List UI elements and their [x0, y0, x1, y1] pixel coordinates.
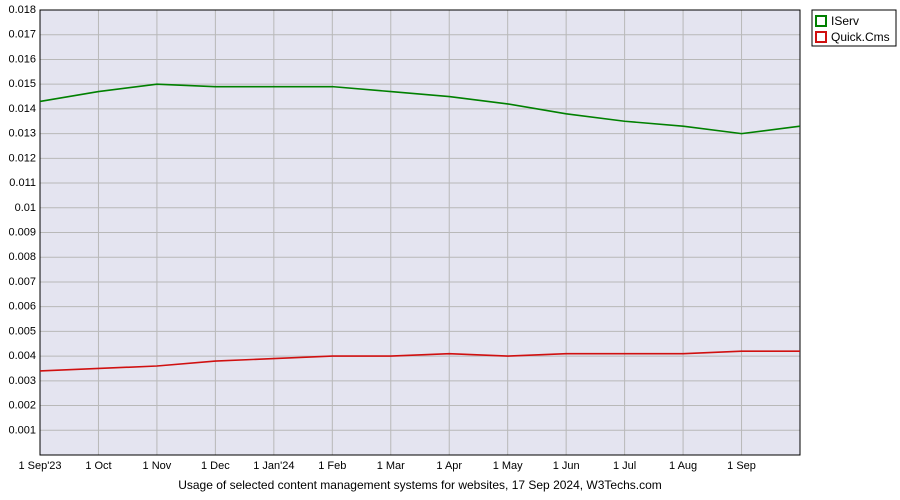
x-tick-label: 1 Jul — [613, 460, 636, 472]
y-tick-label: 0.008 — [8, 251, 36, 263]
x-tick-label: 1 Sep'23 — [18, 460, 61, 472]
chart-svg: 0.001 0.002 0.003 0.004 0.005 0.006 0.007 0.008… — [0, 0, 900, 500]
chart-caption: Usage of selected content management sys… — [178, 478, 662, 492]
x-tick-label: 1 Sep — [727, 460, 756, 472]
x-tick-label: 1 Jun — [553, 460, 580, 472]
legend-label: Quick.Cms — [831, 30, 890, 44]
x-tick-label: 1 Mar — [377, 460, 405, 472]
y-tick-label: 0.009 — [8, 227, 36, 239]
y-tick-label: 0.012 — [8, 152, 36, 164]
y-tick-label: 0.003 — [8, 375, 36, 387]
y-tick-label: 0.004 — [8, 350, 36, 362]
x-tick-label: 1 Apr — [436, 460, 462, 472]
x-tick-label: 1 Nov — [143, 460, 172, 472]
y-tick-label: 0.01 — [15, 202, 36, 214]
y-tick-label: 0.007 — [8, 276, 36, 288]
x-tick-label: 1 Jan'24 — [253, 460, 294, 472]
y-tick-label: 0.011 — [9, 177, 36, 189]
y-tick-label: 0.014 — [8, 103, 36, 115]
y-tick-label: 0.006 — [8, 301, 36, 313]
x-tick-label: 1 Oct — [85, 460, 111, 472]
y-tick-label: 0.016 — [8, 53, 36, 65]
x-tick-label: 1 May — [493, 460, 523, 472]
y-tick-label: 0.013 — [8, 128, 36, 140]
legend-label: IServ — [831, 14, 859, 28]
y-tick-label: 0.002 — [8, 400, 36, 412]
x-tick-label: 1 Aug — [669, 460, 697, 472]
y-tick-label: 0.001 — [8, 424, 36, 436]
y-tick-label: 0.017 — [8, 29, 36, 41]
y-tick-label: 0.005 — [8, 325, 36, 337]
y-tick-label: 0.018 — [8, 4, 36, 16]
x-tick-label: 1 Feb — [318, 460, 346, 472]
y-tick-label: 0.015 — [8, 78, 36, 90]
x-tick-label: 1 Dec — [201, 460, 230, 472]
line-chart: 0.001 0.002 0.003 0.004 0.005 0.006 0.007 0.008… — [0, 0, 900, 500]
